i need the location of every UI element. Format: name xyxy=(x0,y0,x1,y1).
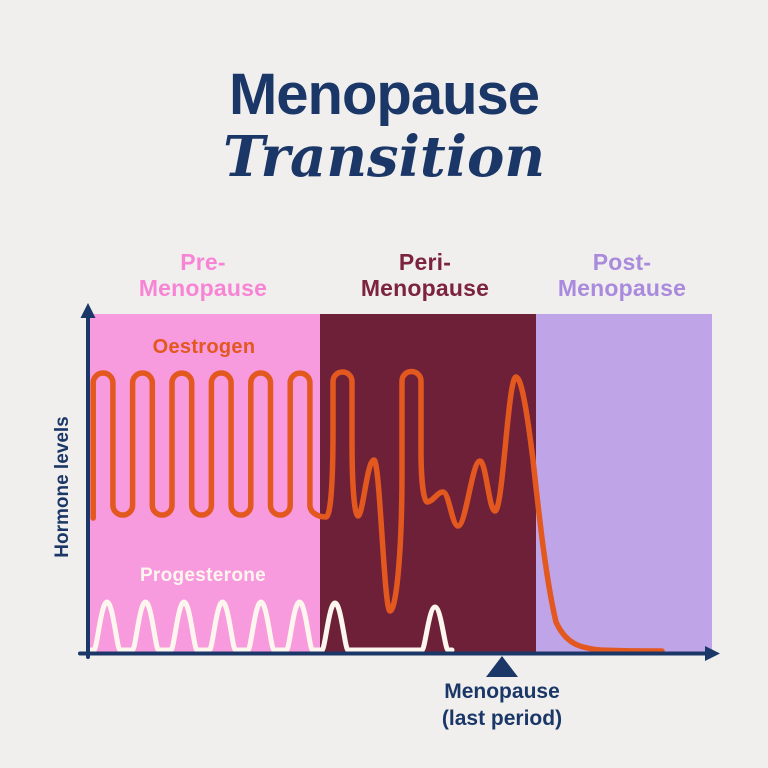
title-sub: Transition xyxy=(222,124,546,190)
x-axis-arrow-icon xyxy=(705,646,720,661)
progesterone-series-label: Progesterone xyxy=(139,565,267,586)
phase-label-line: Peri- xyxy=(398,249,452,275)
phase-label-post-menopause: Post- Menopause xyxy=(512,249,732,301)
phase-label-line: Menopause xyxy=(360,275,490,301)
page-title: Menopause Transition xyxy=(0,62,768,190)
y-axis-arrow-icon xyxy=(80,303,96,318)
progesterone-line xyxy=(88,599,455,653)
title-main: Menopause xyxy=(228,62,540,127)
phase-label-line: Menopause xyxy=(557,275,687,301)
annotation-line: (last period) xyxy=(441,707,563,730)
region-pre-menopause xyxy=(90,314,320,653)
oestrogen-line xyxy=(90,368,665,654)
menopause-annotation: Menopause (last period) xyxy=(392,678,612,732)
menopause-marker-triangle-icon xyxy=(486,656,518,677)
phase-label-line: Pre- xyxy=(180,249,226,275)
oestrogen-series-label: Oestrogen xyxy=(152,336,256,358)
annotation-line: Menopause xyxy=(444,680,560,703)
phase-label-pre-menopause: Pre- Menopause xyxy=(93,249,313,301)
region-post-menopause xyxy=(536,314,712,653)
y-axis-label: Hormone levels xyxy=(52,416,73,558)
phase-label-line: Post- xyxy=(592,249,652,275)
phase-label-peri-menopause: Peri- Menopause xyxy=(315,249,535,301)
phase-label-line: Menopause xyxy=(138,275,268,301)
